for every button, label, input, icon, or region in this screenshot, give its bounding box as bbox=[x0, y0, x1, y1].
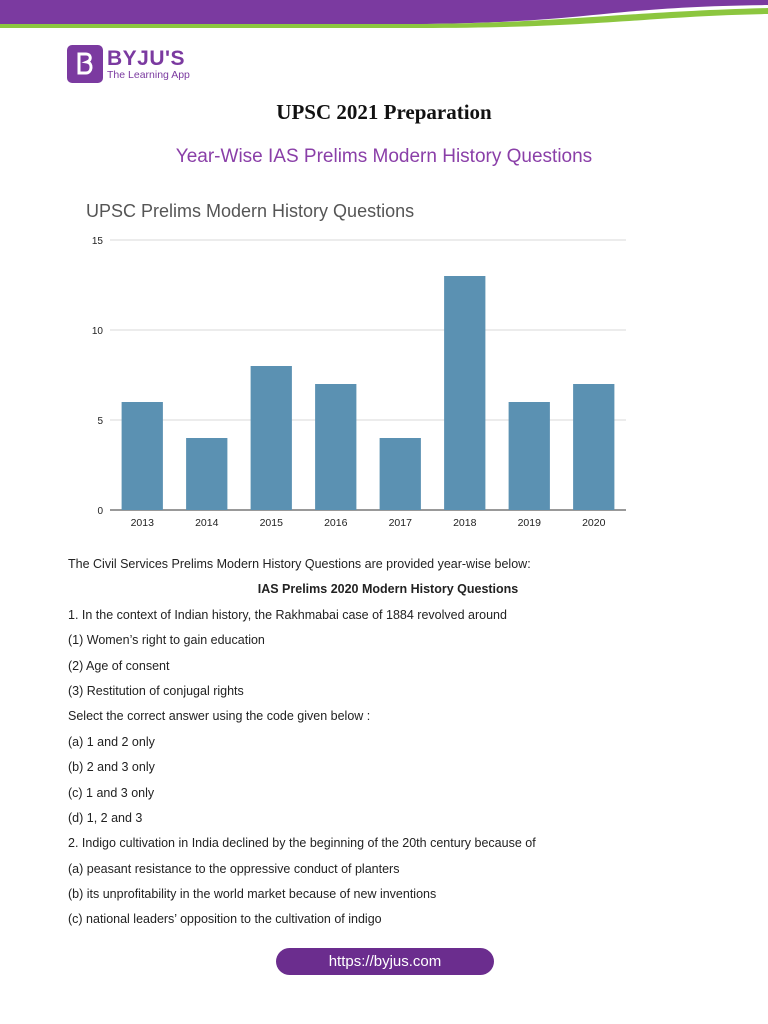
x-tick-label: 2019 bbox=[518, 517, 542, 529]
bar bbox=[573, 384, 615, 510]
x-tick-label: 2018 bbox=[453, 517, 477, 529]
question-line: (1) Women’s right to gain education bbox=[68, 633, 265, 648]
bar bbox=[186, 438, 228, 510]
y-tick-label: 0 bbox=[97, 506, 103, 517]
question-line: 1. In the context of Indian history, the… bbox=[68, 607, 507, 622]
logo-name: BYJU'S bbox=[107, 46, 186, 70]
chart-title: UPSC Prelims Modern History Questions bbox=[86, 201, 414, 221]
question-line: (d) 1, 2 and 3 bbox=[68, 810, 143, 825]
question-line: (c) national leaders’ opposition to the … bbox=[68, 912, 382, 927]
x-tick-label: 2015 bbox=[260, 517, 284, 529]
intro-text: The Civil Services Prelims Modern Histor… bbox=[68, 557, 531, 571]
x-tick-label: 2016 bbox=[324, 517, 348, 529]
question-line: (2) Age of consent bbox=[68, 658, 170, 673]
bar bbox=[444, 276, 486, 510]
y-tick-label: 5 bbox=[97, 416, 103, 427]
bar bbox=[379, 438, 421, 510]
top-banner bbox=[0, 0, 768, 28]
bar bbox=[250, 366, 292, 510]
bar bbox=[508, 402, 550, 510]
logo-tagline: The Learning App bbox=[107, 68, 190, 81]
question-line: 2. Indigo cultivation in India declined … bbox=[68, 836, 536, 851]
x-tick-label: 2014 bbox=[195, 517, 219, 529]
question-line: (a) 1 and 2 only bbox=[68, 734, 155, 749]
y-tick-label: 10 bbox=[92, 326, 104, 337]
section-heading: IAS Prelims 2020 Modern History Question… bbox=[257, 582, 519, 597]
x-tick-label: 2020 bbox=[582, 517, 606, 529]
bar-chart: UPSC Prelims Modern History Questions 0 5 1… bbox=[70, 192, 640, 537]
question-line: (3) Restitution of conjugal rights bbox=[68, 683, 244, 698]
bar-chart-svg: UPSC Prelims Modern History Questions 0 5 1… bbox=[86, 201, 626, 529]
question-line: (b) 2 and 3 only bbox=[68, 760, 155, 775]
page-title: UPSC 2021 Preparation bbox=[276, 100, 492, 124]
question-line: (c) 1 and 3 only bbox=[68, 785, 155, 800]
byjus-logo: BYJU'S The Learning App bbox=[67, 45, 190, 83]
bar bbox=[121, 402, 163, 510]
document-body: The Civil Services Prelims Modern Histor… bbox=[68, 555, 708, 936]
y-tick-label: 15 bbox=[92, 236, 104, 247]
question-line: (b) its unprofitability in the world mar… bbox=[68, 887, 437, 902]
x-tick-label: 2013 bbox=[131, 517, 155, 529]
question-line: Select the correct answer using the code… bbox=[68, 709, 371, 724]
x-tick-label: 2017 bbox=[389, 517, 413, 529]
page-subtitle: Year-Wise IAS Prelims Modern History Que… bbox=[175, 146, 593, 167]
bar bbox=[315, 384, 357, 510]
question-line: (a) peasant resistance to the oppressive… bbox=[68, 861, 400, 876]
footer-url-link[interactable]: https://byjus.com bbox=[276, 948, 494, 975]
logo-mark-icon bbox=[67, 45, 103, 83]
